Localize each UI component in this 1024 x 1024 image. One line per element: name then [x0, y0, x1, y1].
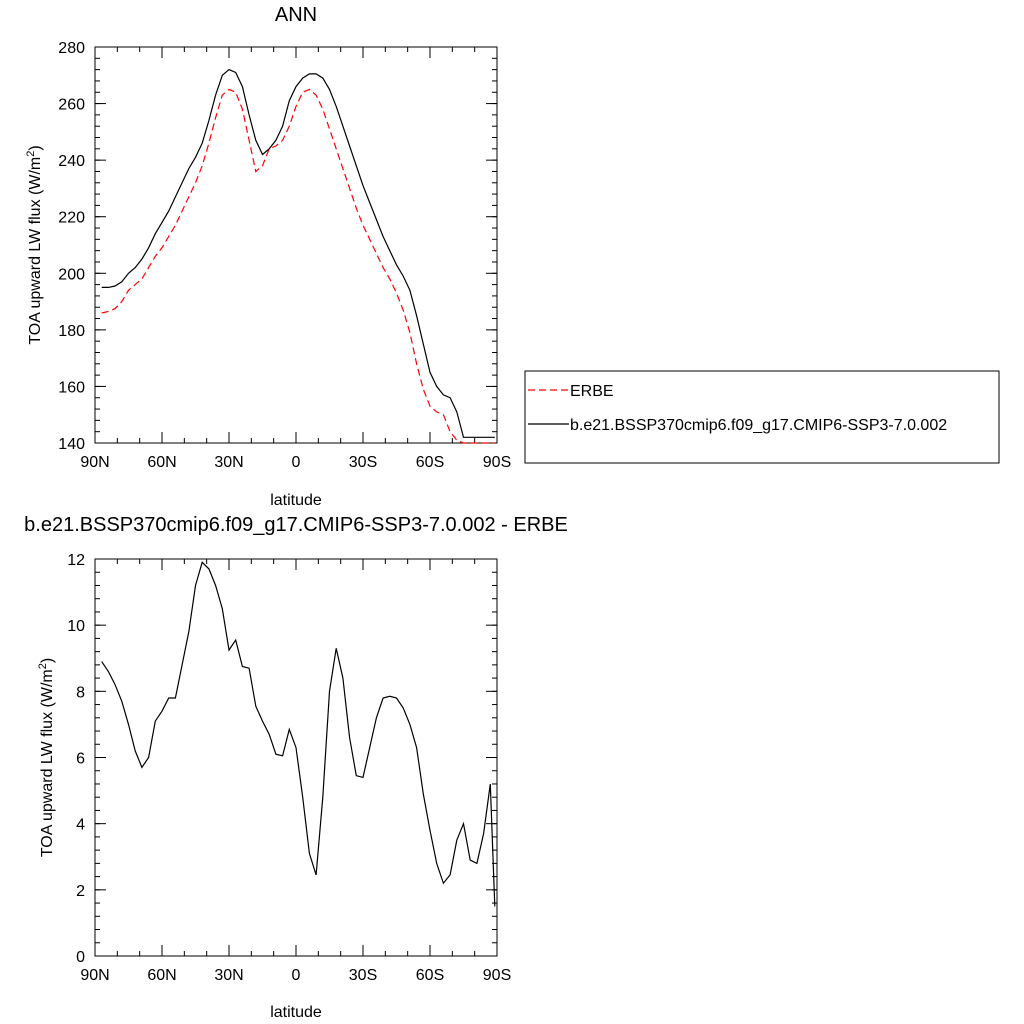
x-tick-label: 90N	[80, 967, 109, 984]
chart-title: b.e21.BSSP370cmip6.f09_g17.CMIP6-SSP3-7.…	[24, 514, 568, 536]
y-tick-label: 180	[58, 323, 85, 340]
x-tick-label: 0	[292, 967, 301, 984]
legend-box	[524, 370, 1000, 464]
y-tick-label: 280	[58, 40, 85, 57]
y-tick-label: 0	[76, 949, 85, 966]
legend-label: b.e21.BSSP370cmip6.f09_g17.CMIP6-SSP3-7.…	[570, 417, 947, 434]
y-axis-label-text: TOA upward LW flux (W/m	[27, 157, 44, 345]
x-tick-label: 90S	[483, 967, 511, 984]
y-tick-label: 160	[58, 379, 85, 396]
y-tick-label: 240	[58, 153, 85, 170]
x-axis-label: latitude	[270, 492, 322, 509]
series-line-erbe	[101, 88, 495, 444]
y-tick-label: 4	[76, 817, 85, 834]
y-tick-label: 260	[58, 97, 85, 114]
x-tick-label: 0	[292, 454, 301, 471]
chart-title: ANN	[275, 4, 317, 26]
y-axis-label-superscript: 2	[25, 151, 37, 157]
x-tick-label: 30S	[349, 454, 377, 471]
legend: ERBE b.e21.BSSP370cmip6.f09_g17.CMIP6-SSP…	[524, 370, 1000, 464]
y-tick-label: 8	[76, 684, 85, 701]
x-tick-label: 30N	[214, 967, 243, 984]
y-tick-label: 200	[58, 266, 85, 283]
x-tick-label: 60S	[416, 454, 444, 471]
y-tick-label: 12	[67, 552, 85, 569]
y-axis-label: TOA upward LW flux (W/m2)	[25, 145, 44, 344]
y-axis-label-end: )	[39, 658, 56, 663]
y-tick-label: 6	[76, 751, 85, 768]
plot-frame	[94, 46, 498, 444]
plot-frame	[94, 558, 498, 957]
flux-difference-panel: b.e21.BSSP370cmip6.f09_g17.CMIP6-SSP3-7.…	[24, 514, 568, 1021]
y-axis-label-superscript: 2	[37, 663, 49, 669]
legend-label: ERBE	[570, 383, 614, 400]
x-tick-label: 30S	[349, 967, 377, 984]
y-tick-label: 140	[58, 436, 85, 453]
series-line-difference	[101, 561, 496, 907]
y-axis-label-text: TOA upward LW flux (W/m	[39, 669, 56, 857]
y-tick-label: 10	[67, 618, 85, 635]
x-tick-label: 60N	[147, 454, 176, 471]
x-tick-label: 90S	[483, 454, 511, 471]
x-tick-label: 60S	[416, 967, 444, 984]
y-tick-label: 220	[58, 210, 85, 227]
x-tick-label: 90N	[80, 454, 109, 471]
y-axis-label: TOA upward LW flux (W/m2)	[37, 658, 56, 857]
flux-comparison-panel: ANN 90N 60N 30N 0 30S 60S 90S 140 160 180 200 220 240…	[25, 4, 1000, 509]
x-tick-label: 30N	[214, 454, 243, 471]
x-axis-label: latitude	[270, 1004, 322, 1021]
y-axis-label-end: )	[27, 145, 44, 150]
y-tick-label: 2	[76, 883, 85, 900]
x-tick-label: 60N	[147, 967, 176, 984]
series-line-model	[101, 68, 495, 438]
